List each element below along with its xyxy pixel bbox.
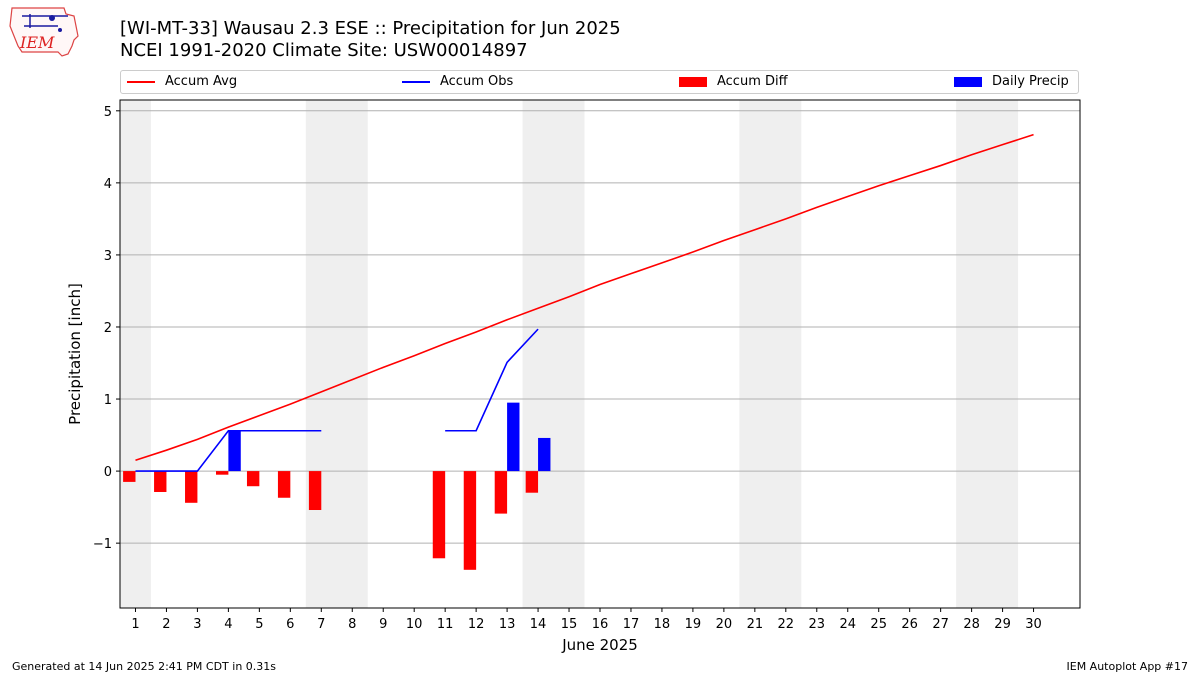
logo-text: IEM (19, 33, 55, 52)
y-axis-label: Precipitation [inch] (66, 283, 84, 425)
accum-diff-bar (246, 471, 260, 487)
chart-title: [WI-MT-33] Wausau 2.3 ESE :: Precipitati… (120, 18, 621, 39)
x-tick-label: 5 (255, 617, 263, 632)
x-tick-label: 3 (193, 617, 201, 632)
y-tick-label: 3 (104, 249, 112, 264)
accum-diff-bar (308, 471, 322, 511)
legend-swatch-accum-diff (679, 76, 707, 87)
x-tick-label: 22 (778, 617, 795, 632)
daily-precip-bar (538, 437, 551, 472)
x-tick-label: 1 (131, 617, 139, 632)
iem-logo: IEM (9, 7, 79, 57)
bars (123, 402, 551, 570)
legend-label-daily-precip: Daily Precip (992, 74, 1069, 89)
accum-avg-line (135, 133, 1034, 462)
x-tick-label: 15 (561, 617, 578, 632)
accum-diff-bar (494, 471, 508, 514)
gridlines (120, 110, 1080, 544)
x-tick-label: 29 (994, 617, 1011, 632)
x-tick-label: 12 (468, 617, 485, 632)
x-tick-label: 2 (162, 617, 170, 632)
weekend-band (739, 100, 802, 608)
x-tick-label: 21 (747, 617, 764, 632)
x-tick-label: 25 (870, 617, 887, 632)
x-tick-label: 9 (379, 617, 387, 632)
x-tick-label: 14 (530, 617, 547, 632)
daily-precip-bar (507, 402, 520, 472)
x-tick-label: 16 (592, 617, 609, 632)
x-tick-label: 18 (654, 617, 671, 632)
footer-generated: Generated at 14 Jun 2025 2:41 PM CDT in … (12, 660, 277, 673)
legend: Accum Avg Accum Obs Accum Diff Daily Pre… (120, 70, 1079, 94)
accum-diff-bar (154, 471, 167, 492)
x-axis-ticks: 1 2 3 4 5 6 7 8 9 10 11 12 13 14 15 16 17 18 19 20 21 22 23 24 2… (131, 608, 1042, 632)
accum-diff-bar (432, 471, 446, 559)
legend-item-daily-precip: Daily Precip (954, 74, 1069, 89)
daily-precip-bar (228, 430, 241, 472)
x-tick-label: 19 (685, 617, 702, 632)
x-tick-label: 7 (317, 617, 325, 632)
y-tick-label: 1 (104, 393, 112, 408)
legend-swatch-daily-precip (954, 76, 982, 87)
lines (135, 133, 1034, 472)
y-tick-label: 4 (104, 177, 112, 192)
weekend-band (956, 100, 1019, 608)
y-tick-label: 5 (104, 105, 112, 120)
weekend-band (522, 100, 585, 608)
x-tick-label: 17 (623, 617, 640, 632)
x-tick-label: 4 (224, 617, 232, 632)
legend-item-accum-diff: Accum Diff (679, 74, 788, 89)
x-tick-label: 23 (809, 617, 826, 632)
footer-app: IEM Autoplot App #17 (1066, 660, 1189, 673)
accum-diff-bar (123, 471, 136, 482)
legend-item-accum-avg: Accum Avg (127, 74, 237, 89)
plot-frame (119, 99, 1081, 609)
legend-swatch-accum-obs (402, 80, 430, 83)
x-tick-label: 30 (1025, 617, 1042, 632)
legend-label-accum-diff: Accum Diff (717, 74, 788, 89)
chart-subtitle: NCEI 1991-2020 Climate Site: USW00014897 (120, 40, 528, 61)
accum-diff-bar (216, 471, 229, 475)
x-tick-label: 20 (716, 617, 733, 632)
weekend-band (305, 100, 368, 608)
x-tick-label: 24 (839, 617, 856, 632)
legend-label-accum-avg: Accum Avg (165, 74, 238, 89)
x-tick-label: 13 (499, 617, 516, 632)
x-tick-label: 11 (437, 617, 454, 632)
x-tick-label: 10 (406, 617, 423, 632)
legend-swatch-accum-avg (127, 80, 155, 83)
accum-diff-bar (525, 471, 539, 493)
y-tick-label: 2 (104, 321, 112, 336)
accum-diff-bar (277, 471, 291, 498)
accum-diff-bar (185, 471, 198, 503)
accum-obs-line (135, 429, 322, 472)
y-tick-label: −1 (93, 537, 112, 552)
x-tick-label: 27 (932, 617, 949, 632)
legend-label-accum-obs: Accum Obs (440, 74, 514, 89)
accum-obs-line (445, 328, 539, 432)
x-axis-label: June 2025 (561, 636, 638, 654)
y-axis-ticks: −1 0 1 2 3 4 5 (93, 105, 120, 552)
x-tick-label: 28 (963, 617, 980, 632)
legend-item-accum-obs: Accum Obs (402, 74, 513, 89)
x-tick-label: 8 (348, 617, 356, 632)
y-tick-label: 0 (104, 465, 112, 480)
x-tick-label: 26 (901, 617, 918, 632)
weekend-band (120, 100, 151, 608)
x-tick-label: 6 (286, 617, 294, 632)
weekend-shading (120, 100, 1019, 608)
accum-diff-bar (463, 471, 477, 570)
